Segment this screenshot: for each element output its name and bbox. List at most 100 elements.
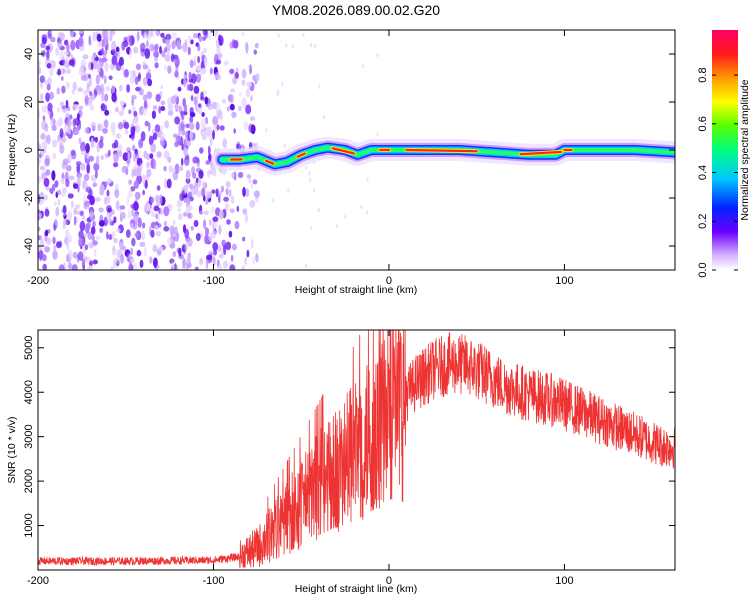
noise-speck — [181, 130, 185, 136]
noise-speck — [122, 166, 128, 173]
noise-speck — [167, 179, 172, 189]
noise-speck — [344, 215, 346, 219]
noise-speck — [157, 151, 162, 158]
noise-speck — [200, 210, 203, 215]
noise-speck — [197, 56, 200, 63]
noise-speck — [159, 246, 164, 252]
noise-speck — [232, 244, 237, 251]
noise-speck — [248, 66, 250, 70]
noise-speck — [56, 120, 61, 127]
noise-speck — [118, 110, 123, 116]
noise-speck — [202, 36, 206, 41]
snr-y-label: SNR (10 * v/v) — [6, 416, 18, 483]
noise-speck — [161, 208, 163, 216]
noise-speck — [187, 198, 190, 204]
noise-speck — [153, 258, 157, 268]
colorbar-label: Normalized spectral amplitude — [739, 79, 750, 220]
noise-speck — [210, 68, 213, 75]
noise-speck — [199, 35, 203, 42]
noise-speck — [170, 225, 175, 235]
noise-speck — [126, 84, 130, 93]
noise-speck — [155, 62, 159, 68]
noise-speck — [74, 216, 76, 226]
noise-speck — [108, 150, 111, 156]
noise-speck — [98, 207, 103, 212]
noise-speck — [72, 89, 75, 94]
noise-speck — [163, 206, 169, 216]
noise-speck — [147, 69, 151, 74]
noise-speck — [127, 35, 132, 42]
noise-speck — [79, 28, 84, 33]
noise-speck — [57, 68, 61, 75]
noise-speck — [173, 220, 176, 226]
noise-speck — [98, 124, 101, 132]
noise-speck — [203, 27, 208, 36]
noise-speck — [97, 34, 102, 42]
noise-speck — [119, 85, 122, 92]
noise-speck — [245, 213, 248, 223]
noise-speck — [99, 57, 101, 64]
noise-speck — [158, 106, 161, 114]
noise-speck — [218, 191, 222, 197]
noise-speck — [148, 122, 150, 131]
noise-speck — [40, 75, 45, 83]
noise-speck — [247, 250, 250, 258]
noise-speck — [209, 219, 211, 226]
noise-speck — [212, 216, 218, 222]
noise-speck — [59, 241, 62, 248]
noise-speck — [211, 189, 215, 193]
colorbar-tick-label: 0.6 — [697, 116, 709, 131]
noise-speck — [366, 211, 368, 215]
noise-speck — [215, 72, 220, 79]
noise-speck — [243, 121, 248, 130]
noise-speck — [207, 103, 213, 110]
noise-speck — [242, 69, 247, 79]
noise-speck — [187, 238, 192, 247]
noise-speck — [112, 143, 116, 149]
colorbar-tick-label: 0.8 — [697, 67, 709, 82]
noise-speck — [159, 132, 165, 141]
noise-speck — [277, 33, 279, 37]
noise-speck — [141, 231, 145, 241]
noise-speck — [104, 62, 108, 72]
noise-speck — [197, 107, 202, 114]
noise-speck — [132, 170, 135, 178]
noise-speck — [238, 172, 243, 178]
noise-speck — [91, 226, 96, 235]
noise-speck — [172, 32, 177, 40]
noise-speck — [230, 104, 235, 111]
noise-speck — [229, 264, 235, 272]
noise-speck — [242, 237, 245, 242]
noise-speck — [96, 74, 100, 84]
noise-speck — [65, 179, 69, 187]
noise-speck — [190, 226, 194, 231]
noise-speck — [104, 121, 108, 126]
noise-speck — [143, 64, 149, 69]
noise-speck — [186, 170, 191, 180]
noise-speck — [201, 188, 205, 197]
noise-speck — [376, 53, 378, 57]
noise-speck — [191, 73, 197, 84]
noise-speck — [201, 112, 204, 117]
noise-speck — [49, 68, 54, 77]
noise-speck — [219, 39, 222, 46]
noise-speck — [96, 235, 101, 240]
noise-speck — [229, 94, 233, 103]
noise-speck — [205, 191, 210, 200]
noise-speck — [42, 240, 45, 248]
noise-speck — [251, 239, 253, 249]
noise-speck — [152, 244, 156, 252]
noise-speck — [60, 128, 64, 138]
noise-speck — [232, 77, 237, 85]
noise-speck — [189, 122, 195, 130]
noise-speck — [68, 193, 74, 198]
noise-speck — [237, 206, 240, 212]
noise-speck — [216, 60, 221, 65]
noise-speck — [200, 96, 205, 100]
noise-speck — [91, 137, 94, 148]
noise-speck — [65, 229, 69, 237]
noise-speck — [44, 158, 49, 166]
noise-speck — [305, 166, 307, 170]
noise-speck — [137, 250, 142, 257]
